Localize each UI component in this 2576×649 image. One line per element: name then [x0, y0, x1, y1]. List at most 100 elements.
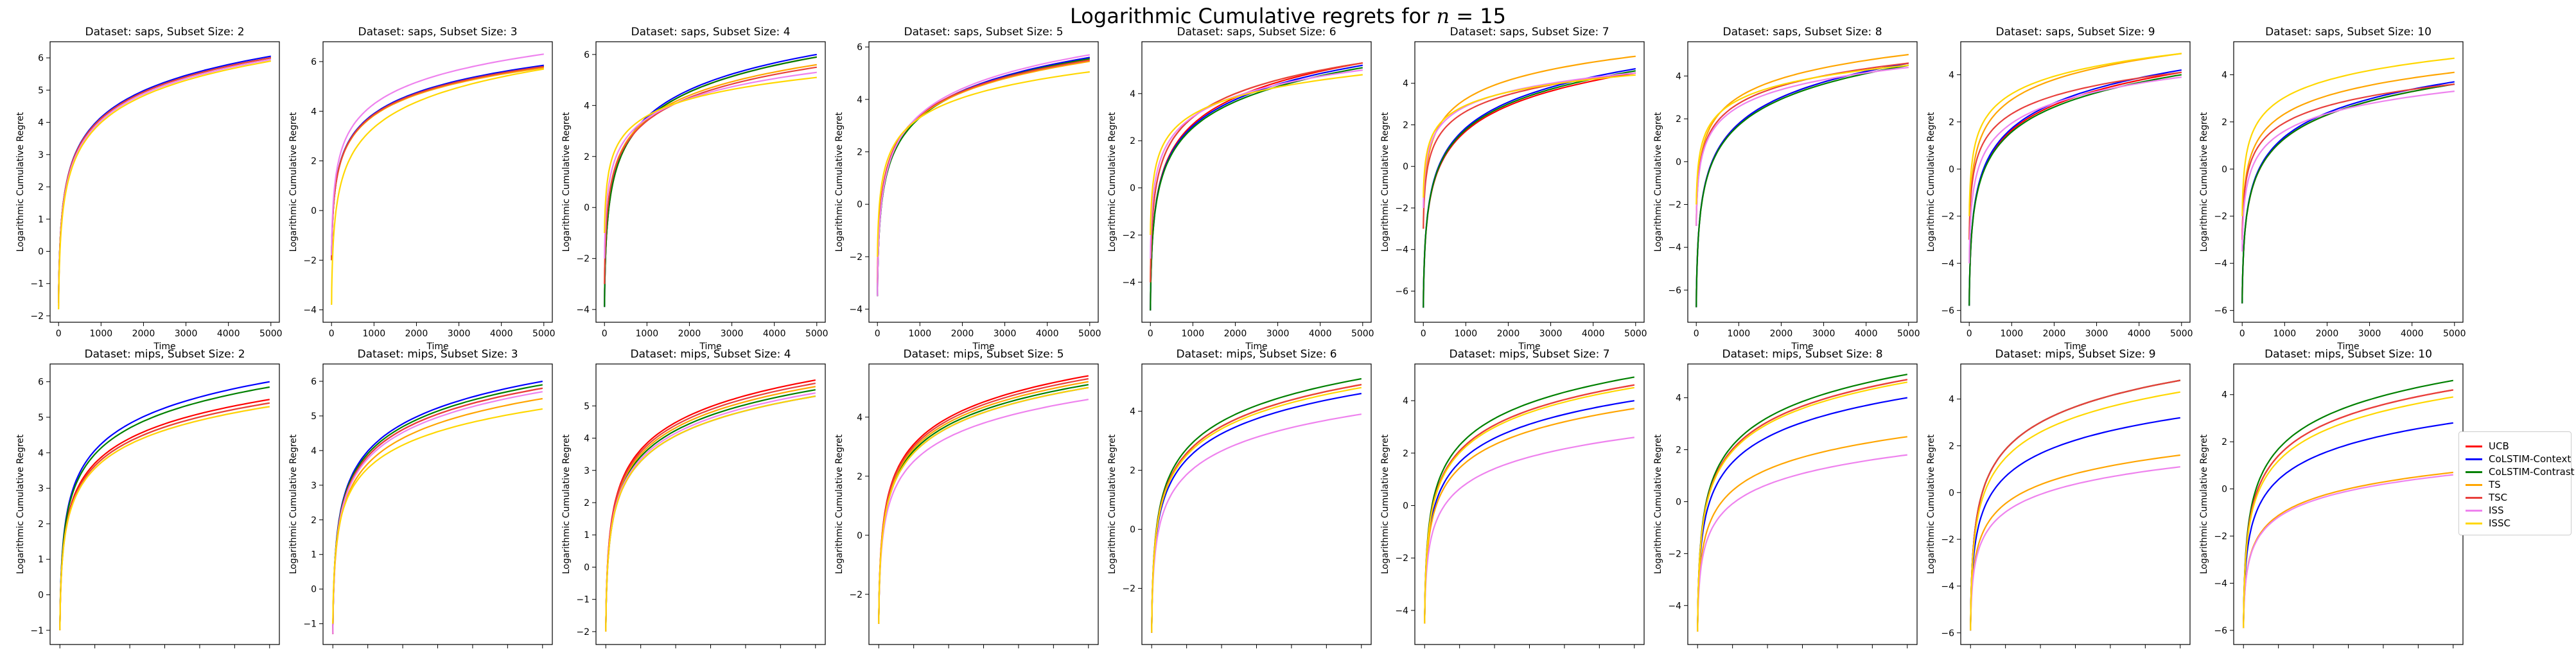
series-line	[878, 377, 1089, 624]
x-tick-label: 0	[875, 329, 881, 339]
y-tick-label: −2	[1941, 535, 1954, 545]
subplot-title: Dataset: saps, Subset Size: 9	[1995, 26, 2155, 39]
figure-title-math: n	[1436, 4, 1450, 28]
series-line	[1151, 392, 1362, 633]
series-line	[2241, 81, 2455, 304]
series-line	[877, 54, 1090, 297]
series-line	[1695, 62, 1909, 307]
x-tick-label: 5000	[1624, 329, 1647, 339]
series-line	[1968, 69, 2182, 306]
series-line	[59, 406, 270, 630]
y-tick-label: 4	[2221, 390, 2227, 401]
subplot-title: Dataset: mips, Subset Size: 10	[2265, 348, 2432, 361]
series-line	[1697, 381, 1908, 632]
y-tick-label: 2	[584, 152, 590, 162]
y-tick-label: 6	[311, 57, 317, 67]
series-line	[877, 71, 1090, 257]
y-tick-label: 6	[857, 42, 863, 53]
y-tick-label: 6	[584, 50, 590, 60]
y-axis-label: Logarithmic Cumulative Regret	[561, 434, 572, 574]
series-line	[331, 65, 544, 261]
y-tick-label: 3	[38, 150, 44, 160]
series-line	[877, 56, 1090, 297]
series-line	[878, 399, 1089, 624]
x-tick-label: 2000	[2043, 329, 2066, 339]
y-tick-label: 6	[311, 377, 317, 387]
x-tick-label: 0	[2239, 329, 2245, 339]
y-tick-label: 2	[311, 515, 317, 526]
legend-label: ISSC	[2489, 517, 2510, 529]
subplot-title: Dataset: saps, Subset Size: 5	[904, 26, 1063, 39]
y-tick-label: 4	[38, 448, 44, 458]
series-line	[2241, 57, 2455, 216]
series-line	[604, 71, 817, 259]
y-tick-label: −2	[30, 311, 44, 322]
y-tick-label: 4	[1676, 394, 1681, 404]
x-tick-label: 0	[1421, 329, 1426, 339]
subplot-title: Dataset: mips, Subset Size: 6	[1176, 348, 1336, 361]
series-line	[877, 60, 1090, 283]
x-tick-label: 4000	[1855, 329, 1878, 339]
y-tick-label: −2	[1395, 553, 1408, 564]
legend-swatch	[2466, 483, 2482, 486]
x-tick-label: 4000	[1582, 329, 1605, 339]
y-axis-label: Logarithmic Cumulative Regret	[834, 434, 845, 574]
y-tick-label: 3	[38, 484, 44, 494]
y-tick-label: 4	[1949, 70, 1954, 80]
series-line	[331, 68, 544, 305]
y-tick-label: −4	[849, 305, 863, 315]
series-line	[2241, 71, 2455, 240]
series-line	[878, 384, 1089, 624]
x-tick-label: 4000	[2128, 329, 2151, 339]
series-line	[59, 381, 270, 630]
series-line	[332, 397, 543, 634]
series-line	[1697, 379, 1908, 632]
series-line	[1695, 64, 1909, 205]
legend-label: ISS	[2489, 505, 2504, 516]
series-line	[1970, 466, 2180, 631]
y-tick-label: 4	[311, 446, 317, 456]
y-tick-label: 1	[38, 555, 44, 565]
subplot: 0250500750100012501500−6−4−2024Dataset: …	[1926, 348, 2191, 648]
y-tick-label: −4	[1122, 278, 1135, 288]
series-line	[58, 57, 271, 303]
x-tick-label: 3000	[721, 329, 744, 339]
y-tick-label: −4	[1395, 245, 1408, 255]
series-line	[1150, 62, 1363, 311]
y-axis-label: Logarithmic Cumulative Regret	[2199, 434, 2209, 574]
subplot-title: Dataset: saps, Subset Size: 10	[2265, 26, 2431, 39]
x-tick-label: 2000	[1770, 329, 1793, 339]
x-tick-label: 3000	[994, 329, 1017, 339]
x-tick-label: 0	[602, 329, 608, 339]
legend-item: ISS	[2466, 504, 2503, 517]
series-line	[1423, 72, 1636, 308]
x-tick-label: 4000	[763, 329, 786, 339]
y-tick-label: −2	[849, 252, 863, 263]
x-tick-label: 0	[56, 329, 62, 339]
y-tick-label: −4	[576, 305, 590, 315]
y-tick-label: 4	[1676, 71, 1681, 82]
x-tick-label: 2000	[951, 329, 974, 339]
plot-frame	[1414, 363, 1645, 645]
x-tick-label: 0	[329, 329, 335, 339]
legend-swatch	[2466, 496, 2482, 499]
series-line	[2241, 83, 2455, 304]
y-tick-label: 2	[857, 472, 863, 482]
subplot: 0 1000 2000 3000 4000 5000 −4 −2 0 2 4 6 Dataset: sa…	[561, 26, 828, 352]
y-tick-label: 2	[1676, 114, 1681, 125]
x-tick-label: 5000	[532, 329, 556, 339]
series-line	[604, 76, 817, 234]
y-tick-label: −2	[1122, 584, 1135, 594]
series-line	[58, 57, 271, 303]
series-line	[2243, 389, 2453, 628]
x-tick-label: 5000	[2443, 329, 2466, 339]
series-line	[58, 60, 271, 309]
subplot: 0250500750100012501500−6−4−2024Dataset: …	[2199, 348, 2464, 648]
x-tick-label: 0	[1148, 329, 1153, 339]
x-tick-label: 5000	[1078, 329, 1101, 339]
y-tick-label: 6	[38, 377, 44, 388]
subplot: 0 1000 2000 3000 4000 5000 −2 −1 0 1 2 3 4 5 6 Dataset:…	[15, 26, 283, 352]
y-tick-label: 2	[2221, 437, 2227, 447]
